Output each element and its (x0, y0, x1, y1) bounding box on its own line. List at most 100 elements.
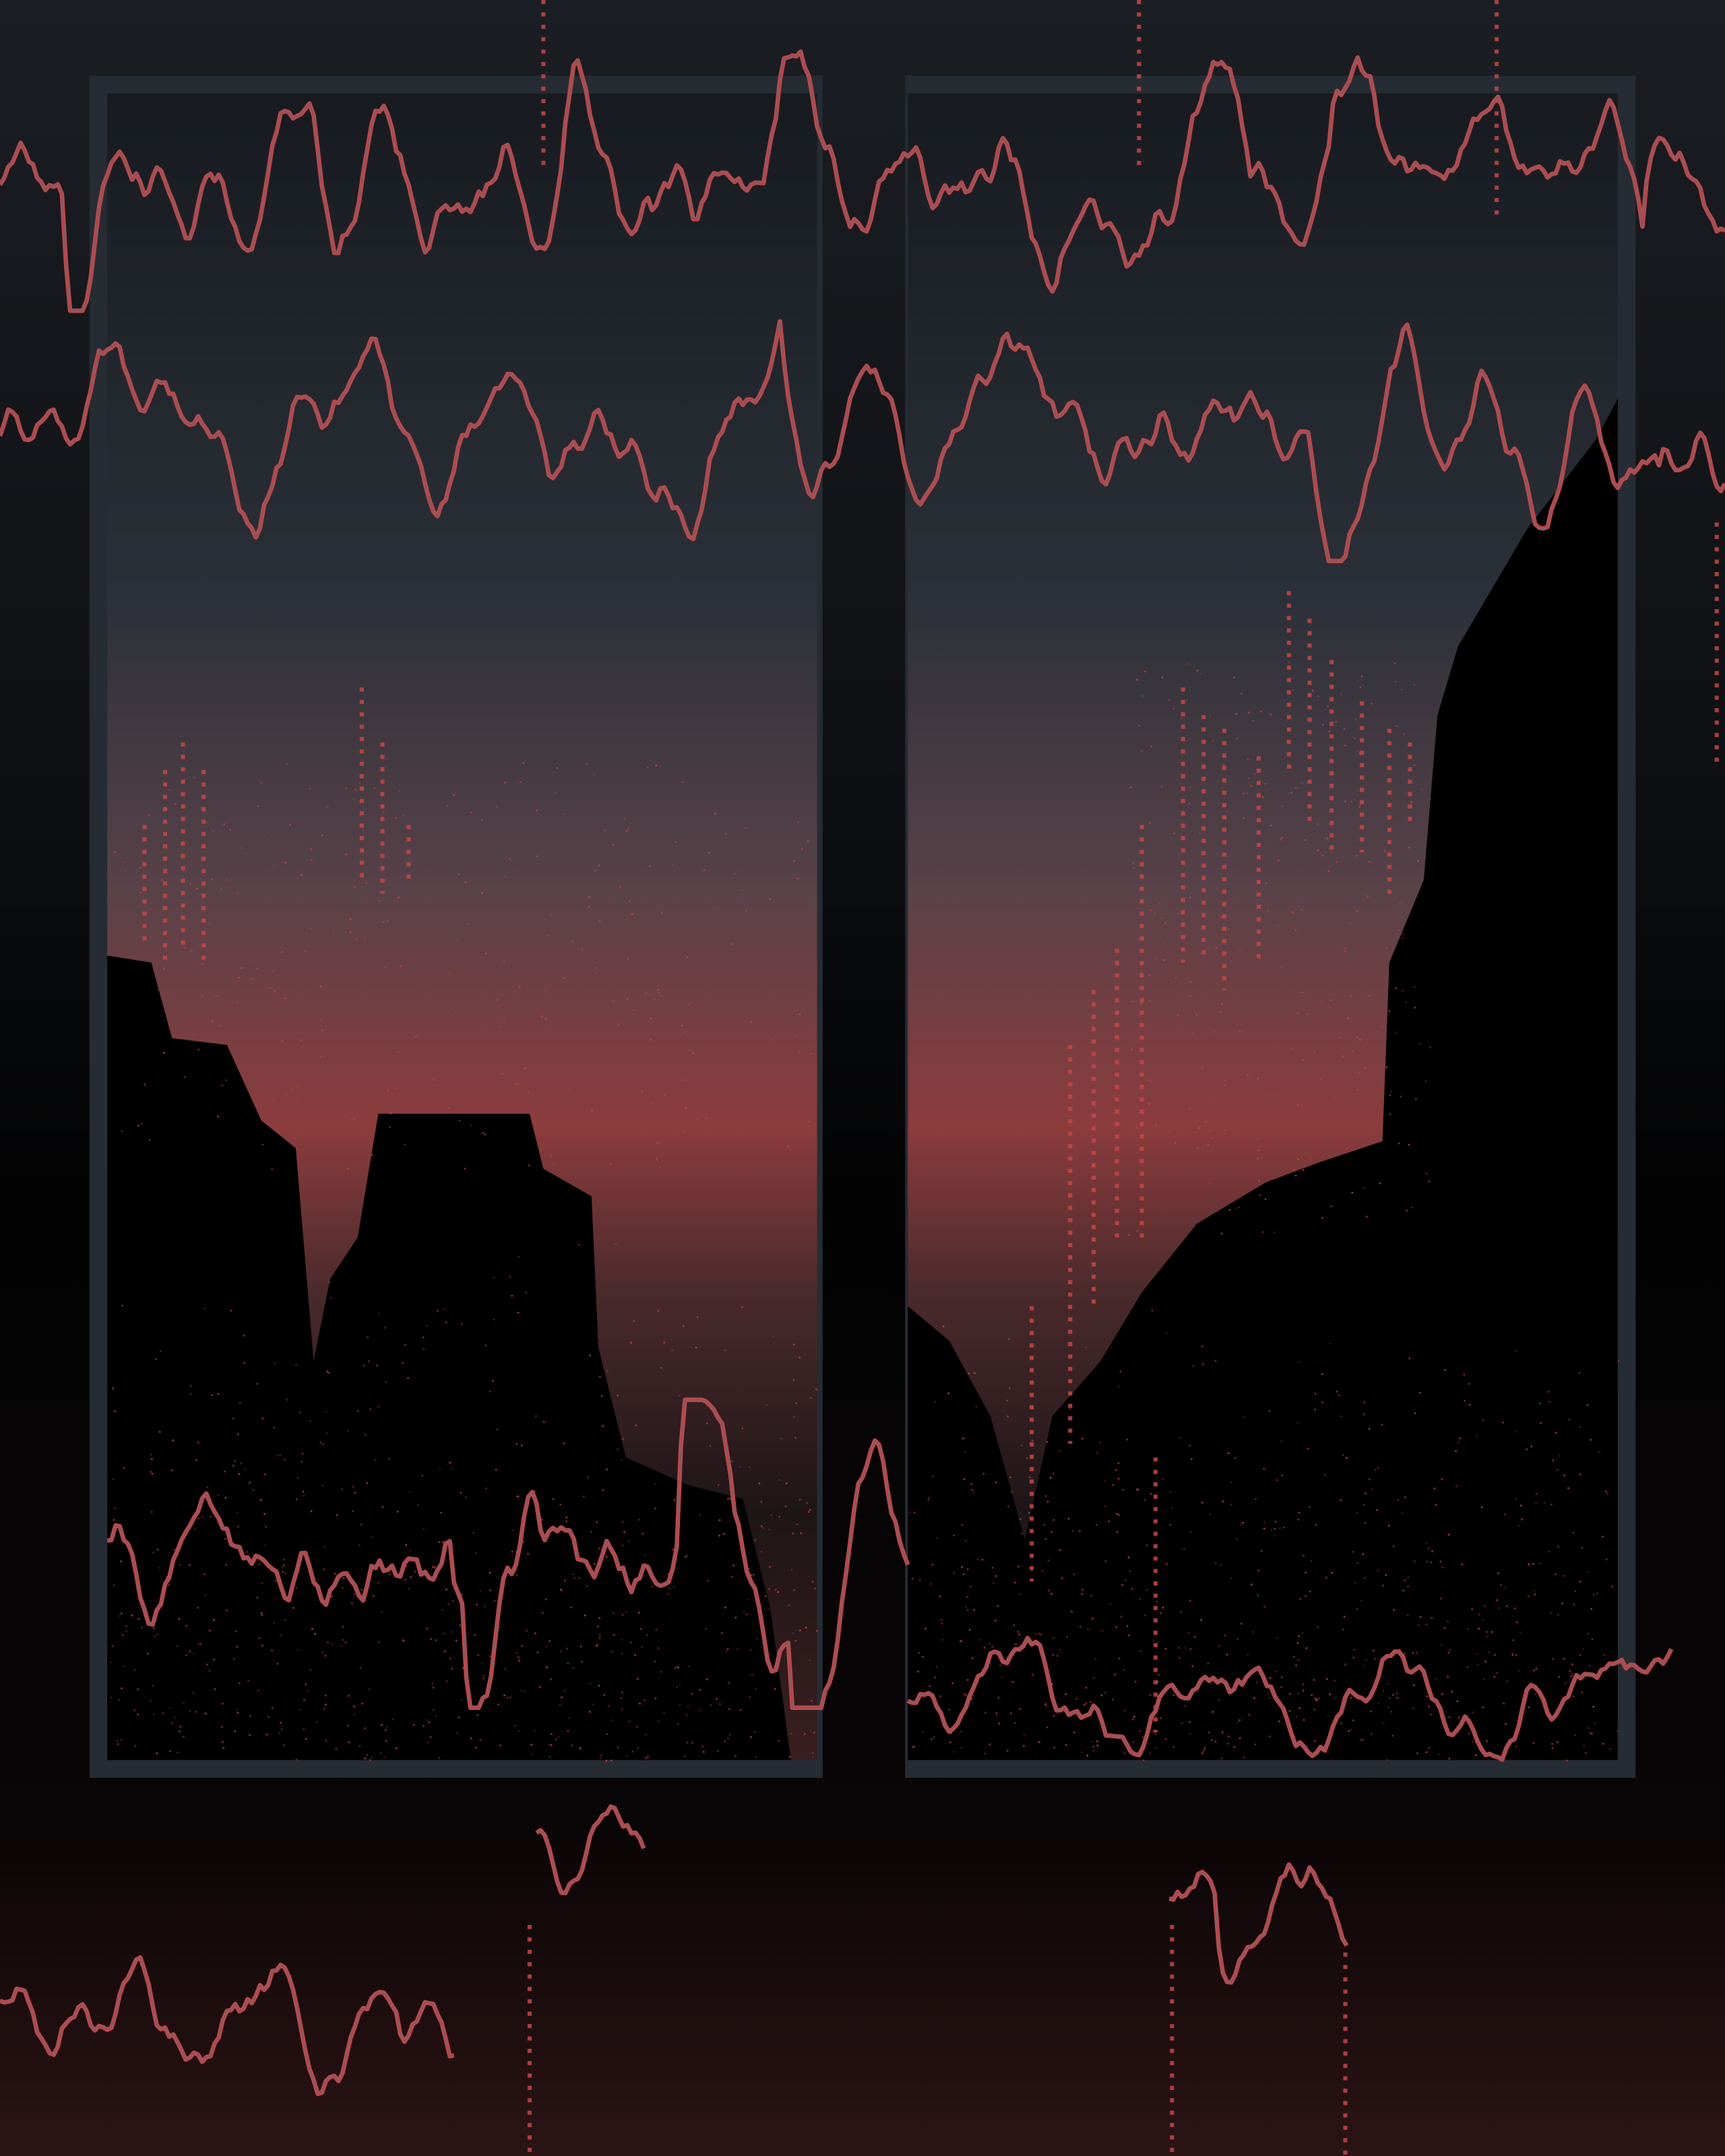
speckle (1350, 1729, 1352, 1731)
speckle (484, 1344, 487, 1347)
speckle (1257, 1077, 1259, 1079)
speckle (1397, 1498, 1400, 1501)
speckle (1280, 1440, 1283, 1442)
speckle (260, 1499, 262, 1501)
speckle (269, 987, 272, 989)
speckle (1222, 1732, 1224, 1734)
speckle (451, 1014, 453, 1016)
speckle (1129, 1570, 1131, 1572)
speckle (674, 1499, 676, 1501)
speckle (596, 1643, 598, 1646)
speckle (962, 1437, 964, 1440)
speckle (475, 1746, 477, 1749)
speckle (1242, 1521, 1244, 1524)
speckle (637, 1678, 639, 1680)
speckle (496, 999, 499, 1001)
speckle (953, 1572, 955, 1574)
speckle (1327, 705, 1329, 707)
speckle (1230, 1503, 1232, 1506)
speckle (736, 1648, 739, 1650)
speckle (261, 1143, 264, 1146)
speckle (358, 1745, 361, 1747)
speckle (1496, 1599, 1498, 1602)
speckle (237, 1709, 239, 1711)
speckle (995, 1620, 997, 1622)
speckle (1179, 1437, 1181, 1439)
speckle (1207, 1144, 1210, 1147)
speckle (1579, 1473, 1581, 1476)
speckle (622, 1438, 624, 1440)
speckle (1404, 1653, 1406, 1655)
speckle (1257, 1569, 1260, 1572)
speckle (364, 1727, 367, 1730)
speckle (133, 1669, 136, 1671)
speckle (970, 1483, 972, 1486)
speckle (1511, 1653, 1514, 1656)
speckle (1238, 1206, 1241, 1209)
speckle (261, 1645, 263, 1647)
speckle (951, 1682, 953, 1684)
speckle (1342, 1628, 1344, 1630)
speckle (1437, 1753, 1440, 1756)
speckle (1571, 1663, 1573, 1666)
speckle (650, 1017, 652, 1019)
speckle (470, 1124, 472, 1127)
speckle (628, 900, 631, 902)
speckle (521, 1645, 523, 1647)
speckle (567, 1730, 569, 1732)
speckle (1354, 798, 1356, 800)
speckle (1143, 1614, 1146, 1616)
speckle (199, 1643, 201, 1645)
speckle (1413, 1684, 1415, 1686)
speckle (1160, 1717, 1162, 1719)
speckle (943, 1325, 945, 1327)
speckle (1443, 1627, 1446, 1629)
speckle (678, 1395, 681, 1397)
speckle (1326, 837, 1329, 839)
speckle (331, 1595, 333, 1598)
speckle (1393, 1609, 1395, 1611)
speckle (659, 1166, 661, 1169)
speckle (748, 1466, 751, 1468)
speckle (1477, 1664, 1479, 1666)
speckle (515, 1083, 518, 1085)
speckle (638, 1519, 640, 1521)
speckle (239, 1402, 241, 1404)
speckle (1019, 1644, 1021, 1646)
speckle (383, 811, 385, 813)
speckle (1326, 1678, 1328, 1680)
speckle (484, 1133, 486, 1135)
speckle (1515, 1654, 1517, 1656)
speckle (1339, 1037, 1342, 1039)
speckle (745, 910, 747, 912)
speckle (750, 1574, 753, 1576)
speckle (550, 1678, 552, 1680)
speckle (1528, 1595, 1530, 1597)
speckle (1048, 1589, 1050, 1591)
speckle (395, 817, 397, 819)
speckle (1392, 1694, 1394, 1696)
speckle (286, 1399, 288, 1401)
speckle (1587, 1632, 1590, 1635)
speckle (483, 1606, 486, 1608)
speckle (788, 1149, 791, 1151)
speckle (769, 898, 772, 900)
speckle (323, 1707, 325, 1710)
speckle (433, 1709, 435, 1711)
speckle (747, 1598, 749, 1601)
speckle (234, 1730, 236, 1733)
speckle (344, 1641, 347, 1643)
speckle (1425, 1751, 1428, 1754)
speckle (950, 1732, 952, 1734)
speckle (189, 1385, 192, 1387)
speckle (237, 977, 240, 979)
speckle (792, 1632, 794, 1635)
speckle (1311, 1694, 1313, 1697)
speckle (1327, 1715, 1329, 1717)
speckle (1478, 1627, 1480, 1630)
speckle (217, 1494, 220, 1496)
speckle (1011, 1490, 1013, 1492)
speckle (1482, 1419, 1484, 1422)
speckle (1056, 1655, 1059, 1657)
speckle (1448, 1716, 1451, 1718)
